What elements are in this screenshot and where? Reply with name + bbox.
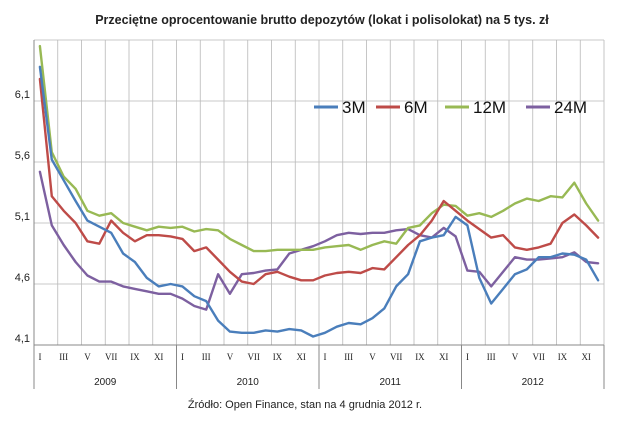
x-tick-label: V bbox=[227, 352, 234, 362]
grid bbox=[33, 39, 605, 346]
series-lines bbox=[38, 44, 600, 338]
x-tick-label: XI bbox=[154, 352, 164, 362]
series-line-3m bbox=[38, 65, 600, 338]
axes: 4,14,65,15,66,1I III V VII IX XI I III V VII IX XI I… bbox=[15, 40, 605, 389]
y-tick-label: 4,6 bbox=[15, 272, 30, 284]
source-note: Źródło: Open Finance, stan na 4 grudnia … bbox=[188, 398, 422, 411]
x-tick-label: I bbox=[38, 352, 41, 362]
x-tick-label: I bbox=[466, 352, 469, 362]
x-tick-label: I bbox=[323, 352, 326, 362]
y-tick-label: 4,1 bbox=[15, 333, 30, 345]
x-tick-label: XI bbox=[581, 352, 591, 362]
x-tick-label: III bbox=[202, 352, 211, 362]
x-tick-label: V bbox=[84, 352, 91, 362]
x-tick-label: III bbox=[487, 352, 496, 362]
x-tick-label: VII bbox=[105, 352, 118, 362]
year-label: 2009 bbox=[94, 377, 117, 388]
legend-label-3m: 3M bbox=[342, 98, 366, 117]
x-tick-label: IX bbox=[415, 352, 425, 362]
x-tick-label: III bbox=[59, 352, 68, 362]
year-label: 2010 bbox=[237, 377, 260, 388]
legend-label-6m: 6M bbox=[404, 98, 428, 117]
year-label: 2012 bbox=[522, 377, 545, 388]
legend-label-12m: 12M bbox=[473, 98, 506, 117]
y-tick-label: 5,6 bbox=[15, 150, 30, 162]
x-tick-label: XI bbox=[439, 352, 449, 362]
x-tick-label: I bbox=[181, 352, 184, 362]
x-tick-label: VII bbox=[532, 352, 545, 362]
x-tick-label: IX bbox=[130, 352, 140, 362]
x-tick-label: III bbox=[344, 352, 353, 362]
x-tick-label: IX bbox=[558, 352, 568, 362]
y-tick-label: 6,1 bbox=[15, 89, 30, 101]
x-tick-label: VII bbox=[390, 352, 403, 362]
year-label: 2011 bbox=[379, 377, 401, 388]
x-tick-label: IX bbox=[273, 352, 283, 362]
x-tick-label: VII bbox=[247, 352, 260, 362]
series-line-24m bbox=[38, 170, 600, 311]
series-line-12m bbox=[38, 44, 600, 253]
x-tick-label: XI bbox=[296, 352, 306, 362]
series-line-6m bbox=[38, 77, 600, 286]
x-tick-label: V bbox=[512, 352, 519, 362]
legend-label-24m: 24M bbox=[554, 98, 587, 117]
chart-title: Przeciętne oprocentowanie brutto depozyt… bbox=[95, 13, 549, 27]
legend: 3M 6M 12M 24M bbox=[314, 98, 587, 117]
y-tick-label: 5,1 bbox=[15, 211, 30, 223]
x-tick-label: V bbox=[369, 352, 376, 362]
